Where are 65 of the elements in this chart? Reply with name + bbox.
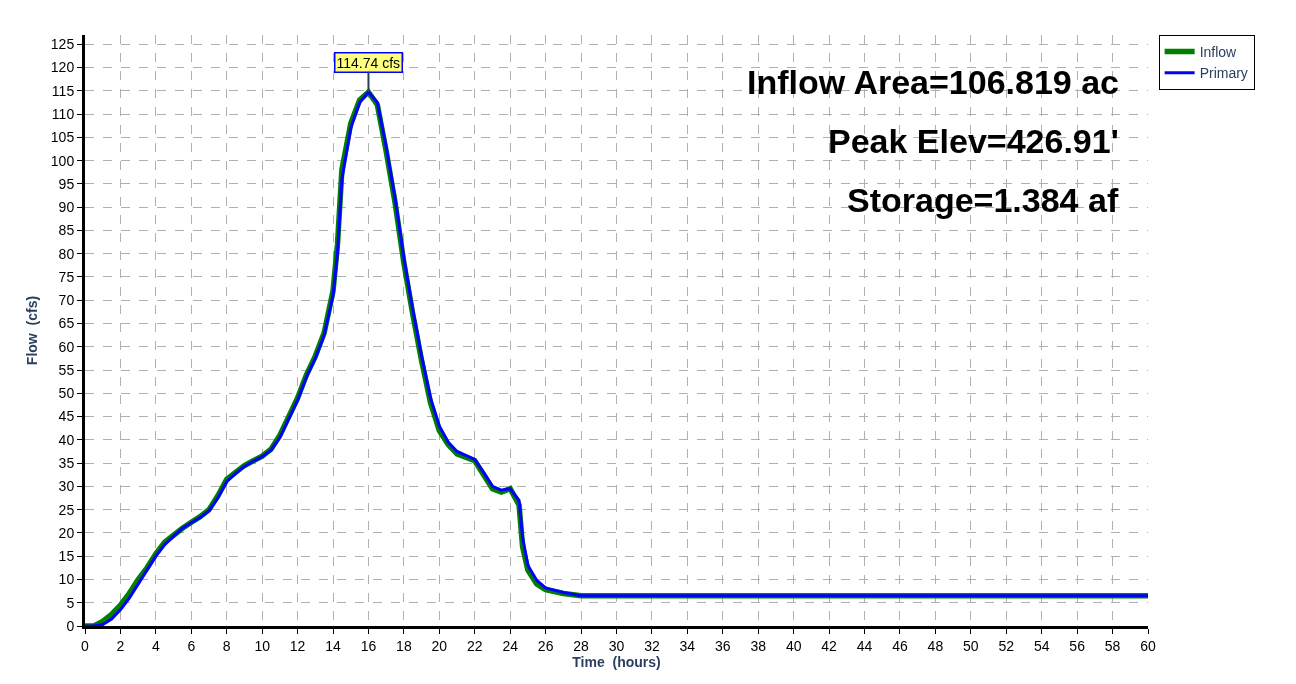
annotation: Storage=1.384 af: [847, 181, 1119, 219]
x-tick-label: 44: [856, 637, 873, 654]
x-tick-label: 60: [1140, 637, 1156, 654]
legend-label: Primary: [1199, 65, 1248, 82]
y-tick-label: 80: [58, 245, 75, 262]
annotation: 114.74 cfs: [336, 54, 401, 71]
y-tick-label: 120: [50, 59, 75, 76]
x-tick-label: 42: [821, 637, 838, 654]
y-tick-label: 15: [58, 548, 75, 565]
x-tick-label: 4: [151, 637, 160, 654]
y-tick-label: 10: [58, 571, 75, 588]
y-tick-label: 35: [58, 455, 75, 472]
x-tick-label: 36: [715, 637, 731, 654]
x-tick-label: 14: [325, 637, 342, 654]
x-tick-label: 38: [750, 637, 767, 654]
x-tick-label: 56: [1069, 637, 1086, 654]
y-tick-label: 95: [58, 175, 75, 192]
x-tick-label: 34: [679, 637, 696, 654]
x-tick-label: 30: [608, 637, 625, 654]
x-tick-label: 18: [396, 637, 412, 654]
x-tick-label: 16: [360, 637, 377, 654]
x-tick-label: 20: [431, 637, 448, 654]
x-tick-label: 50: [963, 637, 979, 654]
x-tick-label: 26: [537, 637, 554, 654]
x-tick-label: 22: [466, 637, 483, 654]
y-tick-label: 30: [58, 478, 75, 495]
x-tick-label: 52: [998, 637, 1015, 654]
y-tick-label: 105: [50, 129, 75, 146]
y-tick-label: 55: [58, 361, 75, 378]
x-tick-label: 2: [116, 637, 125, 654]
y-tick-label: 60: [58, 338, 75, 355]
y-tick-label: 45: [58, 408, 75, 425]
y-tick-label: 110: [51, 106, 75, 123]
y-tick-label: 50: [58, 385, 75, 402]
x-axis-title: Time (hours): [572, 653, 661, 670]
y-tick-label: 125: [50, 36, 75, 53]
y-tick-label: 70: [58, 292, 75, 309]
y-tick-label: 100: [50, 152, 75, 169]
x-tick-label: 46: [892, 637, 908, 654]
x-tick-label: 24: [502, 637, 519, 654]
x-tick-label: 28: [573, 637, 590, 654]
x-tick-label: 40: [785, 637, 802, 654]
legend-label: Inflow: [1199, 44, 1238, 61]
x-tick-label: 10: [254, 637, 271, 654]
x-tick-label: 58: [1104, 637, 1121, 654]
y-tick-label: 65: [58, 315, 75, 332]
y-tick-label: 5: [66, 594, 75, 611]
x-tick-label: 48: [927, 637, 944, 654]
x-tick-label: 0: [81, 637, 90, 654]
y-tick-label: 40: [58, 431, 75, 448]
y-tick-label: 0: [66, 617, 75, 634]
x-tick-label: 12: [289, 637, 306, 654]
x-tick-label: 8: [222, 637, 231, 654]
x-tick-label: 54: [1033, 637, 1050, 654]
y-axis-title: Flow (cfs): [24, 295, 41, 366]
y-tick-label: 115: [51, 82, 75, 99]
annotation: Inflow Area=106.819 ac: [747, 63, 1120, 101]
y-tick-label: 75: [58, 268, 75, 285]
y-tick-label: 85: [58, 222, 75, 239]
y-tick-label: 90: [58, 199, 75, 216]
y-tick-label: 25: [58, 501, 75, 518]
y-tick-label: 20: [58, 524, 75, 541]
x-tick-label: 32: [644, 637, 660, 654]
x-tick-label: 6: [187, 637, 196, 654]
annotation: Peak Elev=426.91': [828, 122, 1119, 160]
